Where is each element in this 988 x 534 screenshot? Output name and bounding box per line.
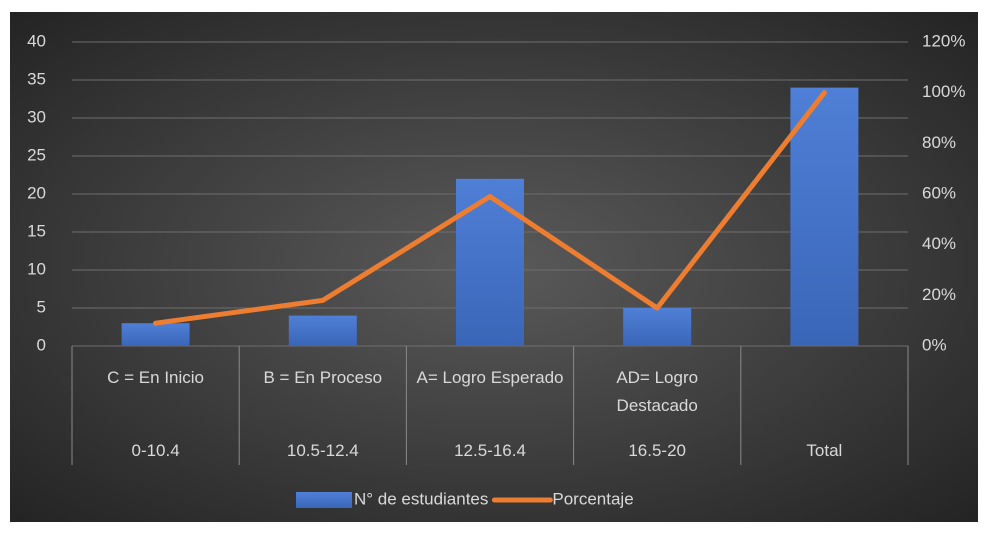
y-tick-label: 25 [27, 145, 46, 164]
legend-label: N° de estudiantes [354, 489, 488, 508]
bar [121, 323, 190, 346]
y2-tick-label: 80% [922, 133, 956, 152]
y2-tick-label: 100% [922, 82, 965, 101]
x-group-label: Total [806, 441, 843, 460]
bar [456, 178, 524, 346]
line [153, 90, 827, 326]
y-tick-label: 35 [27, 69, 46, 88]
y2-tick-label: 60% [922, 183, 956, 202]
y2-tick-label: 40% [922, 234, 956, 253]
y2-tick-label: 20% [922, 285, 956, 304]
y-tick-label: 15 [27, 221, 46, 240]
x-tick-label: C = En Inicio [107, 368, 205, 387]
x-group-label: 16.5-20 [628, 441, 687, 460]
y-tick-label: 0 [37, 335, 46, 354]
x-tick-label: A= Logro Esperado [416, 368, 564, 387]
y2-tick-label: 120% [922, 31, 965, 50]
bar [288, 315, 357, 346]
y-tick-label: 20 [27, 183, 46, 202]
bar [790, 87, 859, 346]
y2-tick-label: 0% [922, 335, 947, 354]
x-group-label: 12.5-16.4 [454, 441, 526, 460]
x-tick-label: AD= Logro Destacado [616, 368, 699, 415]
x-group-label: 0-10.4 [131, 441, 180, 460]
x-tick-label: B = En Proceso [263, 368, 383, 387]
legend-swatch [296, 492, 352, 508]
y-tick-label: 5 [37, 297, 46, 316]
y-tick-label: 10 [27, 259, 46, 278]
bar [623, 308, 692, 346]
y-tick-label: 40 [27, 31, 46, 50]
legend-label: Porcentaje [552, 489, 633, 508]
y-tick-label: 30 [27, 107, 46, 126]
x-group-label: 10.5-12.4 [286, 441, 359, 460]
